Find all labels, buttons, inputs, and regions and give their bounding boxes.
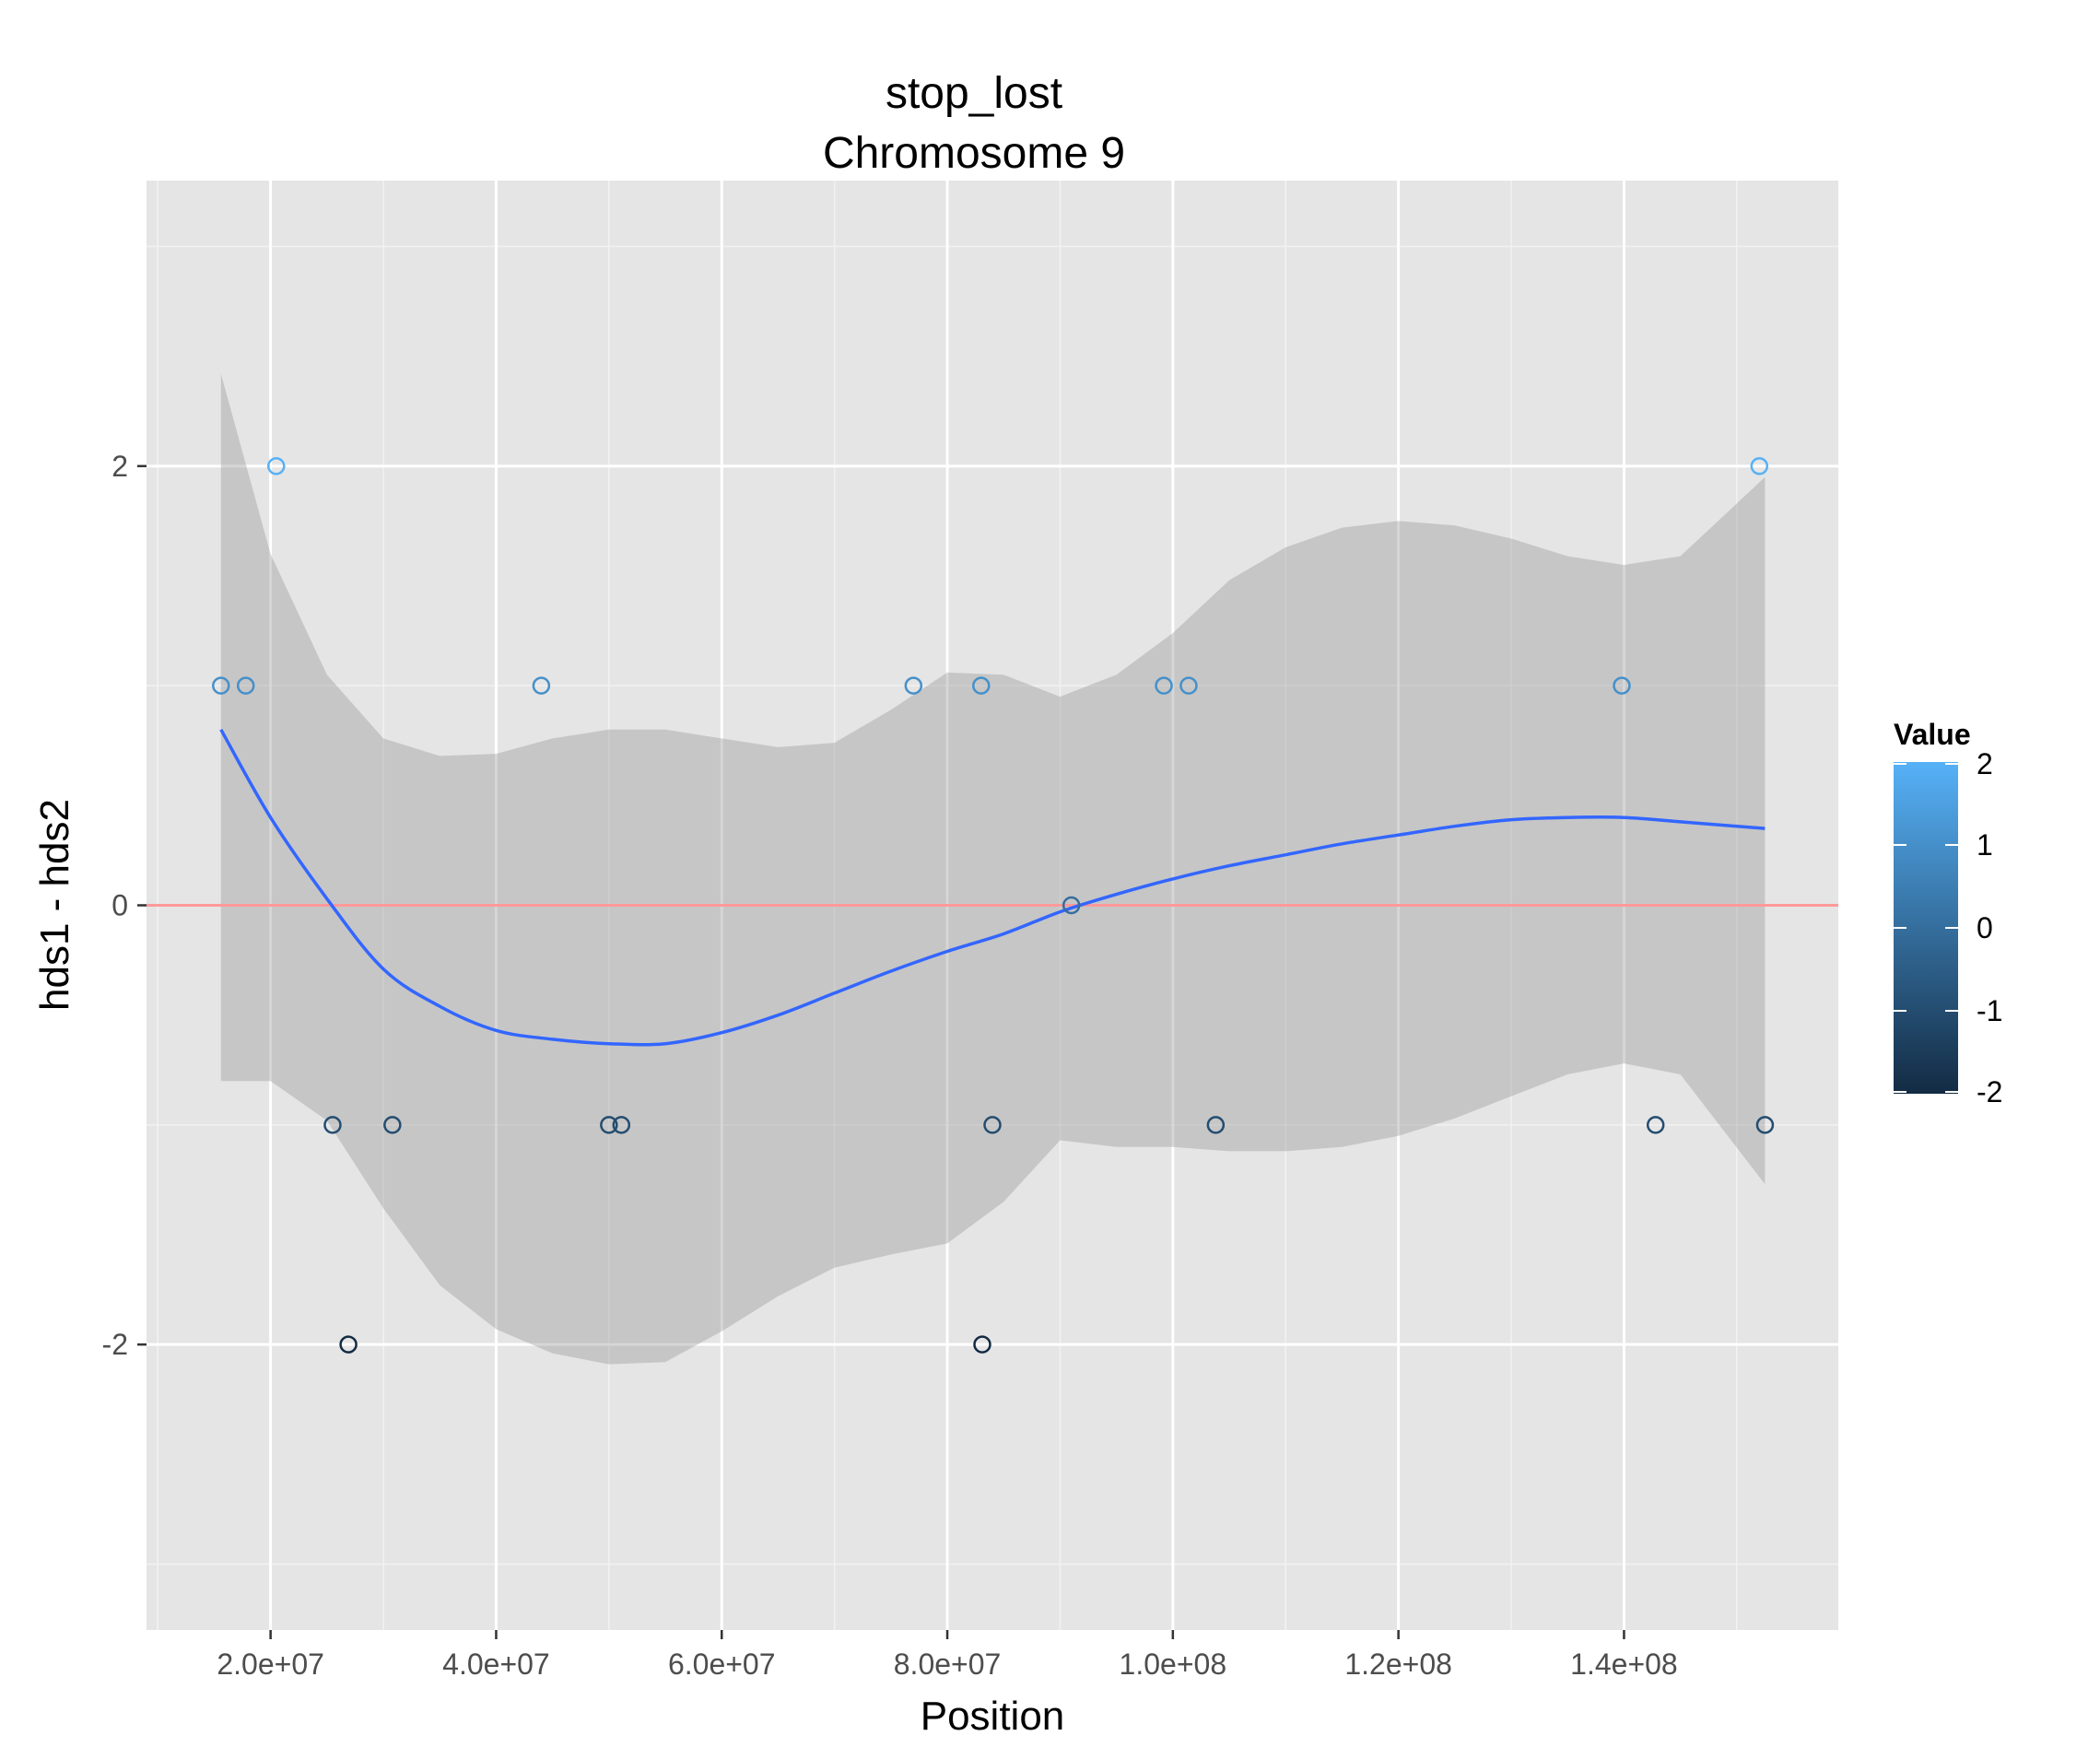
y-axis: -2 0 2 — [102, 450, 147, 1361]
x-tick-label: 8.0e+07 — [894, 1648, 1002, 1681]
data-point — [1646, 1116, 1665, 1134]
data-point — [972, 676, 991, 695]
smooth-line-group — [219, 728, 1766, 1047]
points-group — [212, 457, 1775, 1354]
legend-tick-label: 0 — [1977, 911, 1993, 944]
chart-title: stop_lost — [886, 69, 1062, 118]
y-tick-label: -2 — [102, 1328, 128, 1361]
x-tick-label: 6.0e+07 — [668, 1648, 776, 1681]
data-point — [612, 1116, 631, 1134]
data-point — [983, 1116, 1002, 1134]
legend-title: Value — [1894, 718, 1971, 751]
x-tick-label: 1.2e+08 — [1344, 1648, 1452, 1681]
x-tick-label: 1.0e+08 — [1120, 1648, 1227, 1681]
data-point — [1613, 676, 1631, 695]
legend-tick-label: -1 — [1977, 994, 2002, 1027]
data-point — [1750, 457, 1769, 475]
data-point — [532, 676, 551, 695]
data-point — [1755, 1116, 1775, 1134]
legend-tick-label: -2 — [1977, 1075, 2002, 1108]
data-point — [267, 457, 286, 475]
x-tick-label: 4.0e+07 — [442, 1648, 550, 1681]
data-point — [236, 676, 255, 695]
x-tick-label: 1.4e+08 — [1570, 1648, 1678, 1681]
legend-ticks: 2 1 0 -1 -2 — [1894, 747, 2002, 1108]
data-point — [973, 1335, 991, 1354]
data-point — [1206, 1116, 1226, 1134]
data-point — [600, 1116, 618, 1134]
data-point — [323, 1116, 342, 1134]
chart-subtitle: Chromosome 9 — [823, 129, 1125, 178]
smooth-line — [219, 728, 1766, 1047]
y-tick-label: 2 — [111, 450, 128, 483]
legend-tick-label: 2 — [1977, 747, 1993, 780]
x-axis: 2.0e+07 4.0e+07 6.0e+07 8.0e+07 1.0e+08 1.2e+… — [217, 1630, 1678, 1681]
data-point — [1155, 676, 1173, 695]
data-point — [904, 676, 923, 695]
x-axis-title: Position — [921, 1694, 1065, 1739]
data-point — [339, 1335, 358, 1354]
x-tick-label: 2.0e+07 — [217, 1648, 324, 1681]
legend-tick-label: 1 — [1977, 828, 1993, 862]
data-point — [1062, 896, 1081, 915]
y-tick-label: 0 — [111, 889, 128, 922]
data-point — [1179, 676, 1198, 695]
data-point — [383, 1116, 402, 1134]
y-axis-title: hds1 - hds2 — [32, 799, 77, 1011]
data-point — [212, 676, 230, 695]
color-legend: Value 2 1 0 -1 -2 — [1894, 718, 2002, 1108]
